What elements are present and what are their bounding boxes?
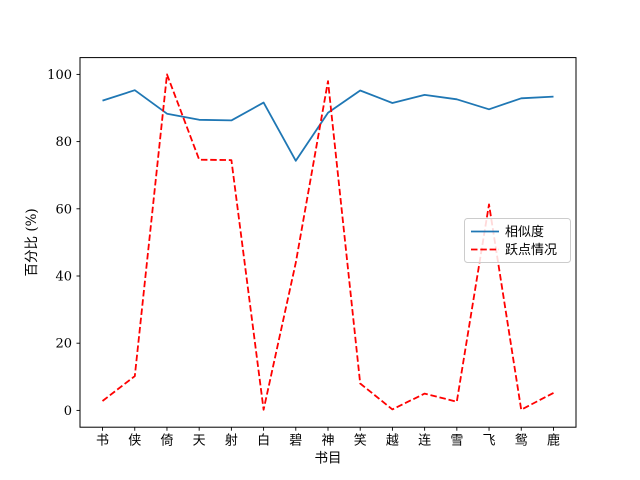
plot-frame [79, 57, 577, 428]
legend-box [464, 218, 571, 263]
y-tick-label: 60 [55, 202, 72, 217]
y-tick-label: 0 [64, 404, 72, 419]
x-tick-label: 连 [418, 433, 431, 449]
series-line-1-hop-status [101, 73, 554, 411]
x-tick-label: 鸳 [515, 434, 528, 449]
y-tick-label: 100 [47, 68, 72, 83]
legend-entry-label: 跃点情况 [505, 243, 557, 258]
series-line-0-similarity [102, 89, 554, 162]
x-axis-label: 书目 [315, 451, 342, 467]
y-tick-label: 20 [55, 337, 72, 352]
x-tick-label: 书 [96, 434, 109, 449]
y-axis-label: 百分比 (%) [24, 208, 40, 276]
x-tick-label: 射 [225, 433, 238, 449]
x-tick-label: 越 [386, 434, 399, 449]
x-tick-label: 侠 [128, 434, 141, 449]
y-tick-label: 40 [55, 270, 72, 285]
x-tick-label: 鹿 [547, 433, 560, 449]
x-tick-label: 倚 [160, 434, 173, 449]
y-tick-label: 80 [55, 135, 72, 150]
x-tick-label: 飞 [483, 434, 496, 449]
x-tick-label: 笑 [354, 433, 367, 449]
legend-entry-label: 相似度 [505, 224, 544, 240]
x-tick-label: 白 [257, 433, 270, 449]
x-tick-label: 碧 [289, 434, 302, 449]
x-tick-label: 天 [193, 434, 206, 449]
x-tick-label: 雪 [450, 434, 463, 449]
x-tick-label: 神 [321, 434, 334, 449]
